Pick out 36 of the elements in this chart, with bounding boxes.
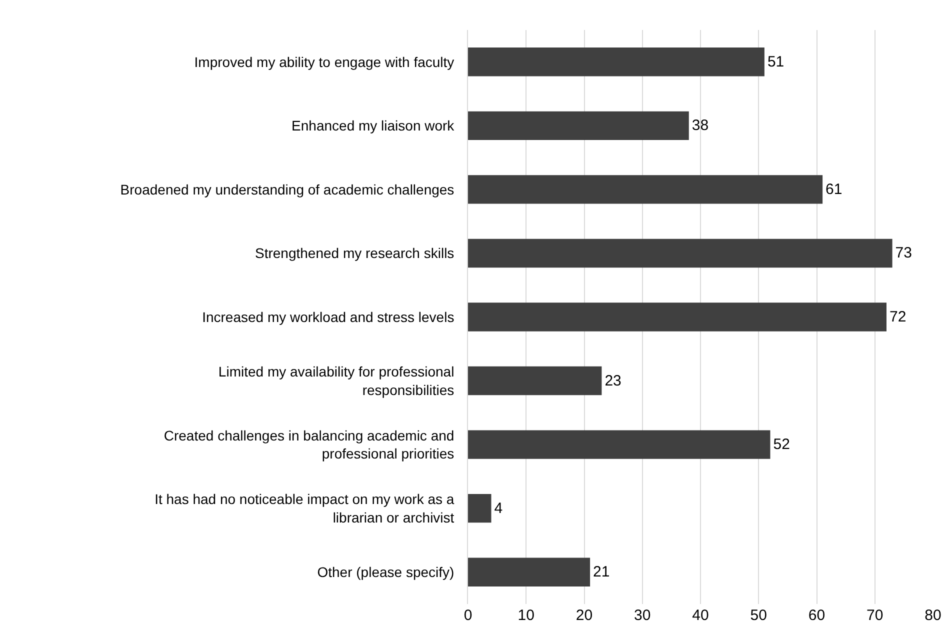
x-tick-label: 10	[518, 607, 534, 624]
data-label: 72	[890, 308, 906, 326]
bar	[468, 111, 689, 140]
x-tick-label: 80	[924, 607, 942, 624]
data-label: 4	[494, 500, 503, 517]
data-label: 61	[826, 180, 842, 198]
data-label: 38	[692, 117, 709, 134]
y-tick-label: Strengthened my research skills	[254, 245, 454, 262]
y-tick-label: Improved my ability to engage with faculty	[194, 54, 454, 70]
x-tick-label: 70	[866, 607, 884, 624]
y-tick-label: Broadened my understanding of academic challenges	[120, 181, 454, 198]
data-label: 51	[767, 53, 784, 70]
x-tick-label: 60	[808, 607, 826, 624]
y-tick-label: Enhanced my liaison work	[292, 118, 456, 134]
x-tick-label: 40	[692, 607, 709, 624]
y-tick-label: Increased my workload and stress levels	[202, 308, 454, 325]
x-tick-label: 20	[576, 607, 593, 624]
bar	[468, 238, 892, 268]
data-label: 52	[773, 436, 790, 454]
x-tick-label: 30	[634, 607, 651, 624]
x-tick-label: 0	[464, 607, 472, 624]
x-tick-label: 50	[750, 607, 767, 624]
bar	[468, 430, 770, 459]
data-label: 21	[593, 564, 610, 581]
data-label: 23	[604, 372, 622, 390]
bar	[468, 48, 764, 76]
y-tick-label: Limited my availability for professional responsibilities	[218, 364, 454, 398]
bar	[468, 558, 590, 586]
bar	[468, 494, 492, 523]
bar	[468, 302, 886, 332]
y-tick-label: Other (please specify)	[317, 564, 454, 580]
bar	[468, 175, 823, 204]
y-tick-label: It has had no noticeable impact on my work as a librarian or archivist	[154, 491, 454, 526]
bar	[468, 366, 602, 396]
data-label: 73	[895, 244, 912, 262]
y-tick-label: Created challenges in balancing academic and professional priorities	[164, 427, 454, 462]
